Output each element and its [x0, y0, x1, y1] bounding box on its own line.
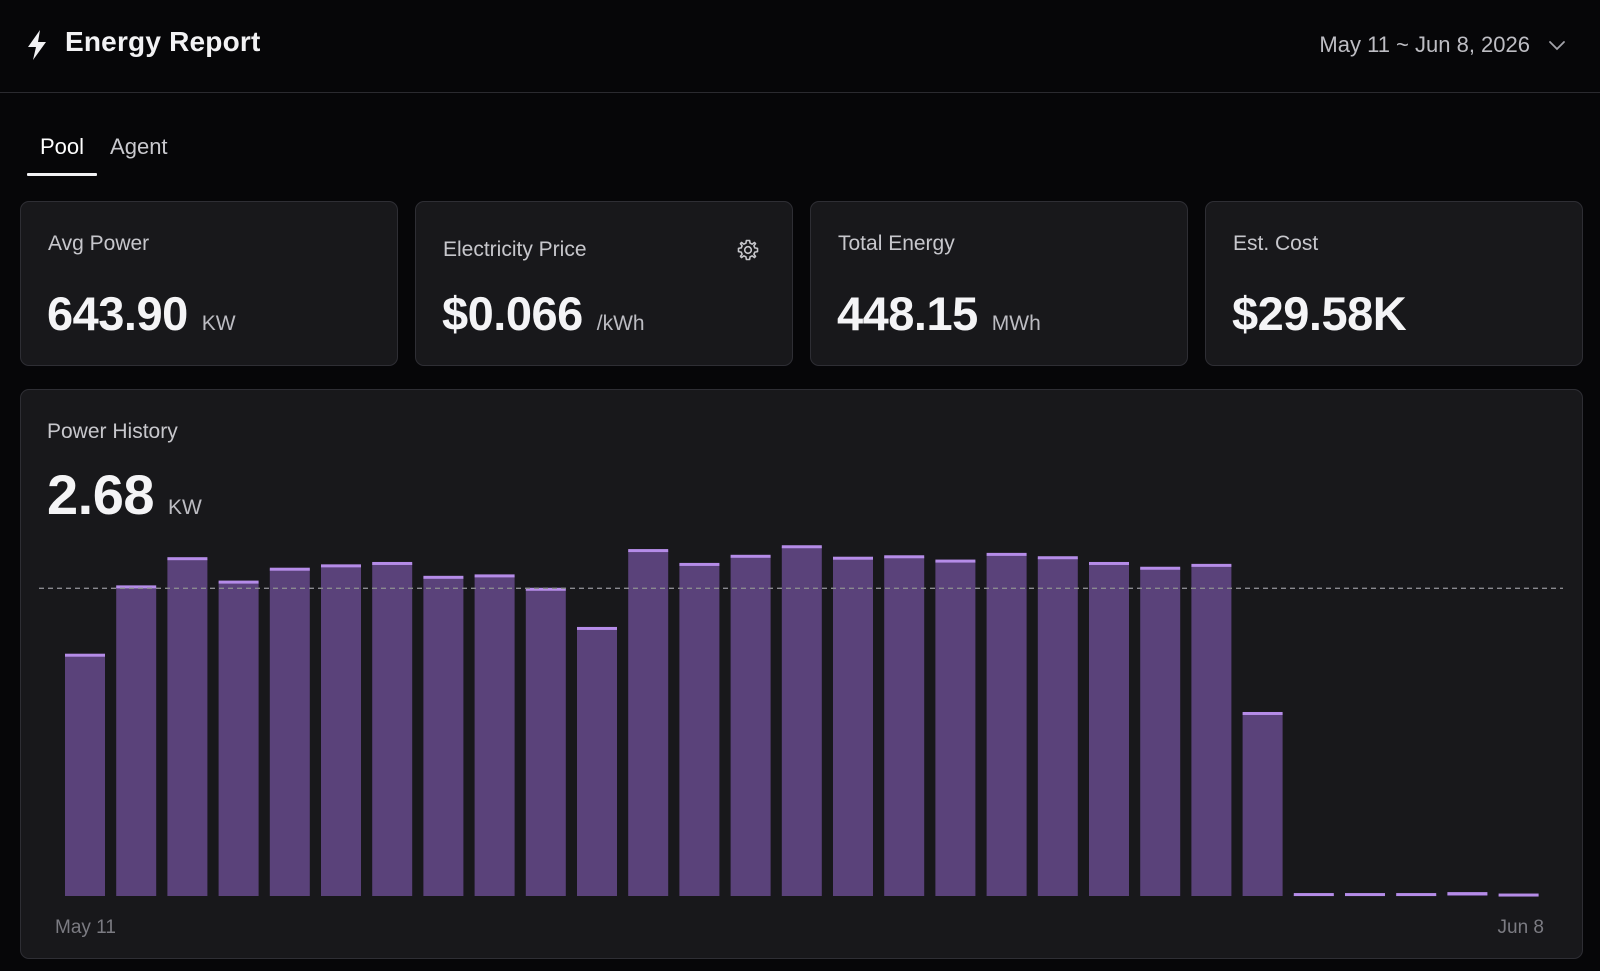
tab-bar: Pool Agent — [27, 126, 181, 176]
tab-agent[interactable]: Agent — [110, 134, 168, 159]
bar-cap — [730, 554, 771, 558]
bar-may-24[interactable] — [730, 556, 771, 896]
bar-cap — [935, 559, 976, 563]
card-unit: MWh — [991, 312, 1041, 335]
est-cost-card: Est. Cost $29.58K — [1205, 201, 1583, 366]
bar-may-14[interactable] — [218, 582, 259, 896]
bar-cap — [65, 653, 105, 657]
bar-may-26[interactable] — [833, 558, 873, 896]
bar-cap — [986, 552, 1027, 556]
bar-may-23[interactable] — [679, 564, 720, 896]
power-history-chart: May 11 Jun 8 — [39, 545, 1563, 938]
bar-may-28[interactable] — [935, 561, 976, 896]
bar-jun-2[interactable] — [1191, 565, 1232, 896]
card-label: Total Energy — [838, 232, 955, 255]
gear-icon[interactable] — [736, 238, 760, 262]
bar-may-21[interactable] — [577, 628, 617, 896]
x-axis-start-label: May 11 — [55, 917, 116, 938]
card-value: $0.066 — [442, 287, 583, 340]
bar-cap — [1447, 892, 1488, 896]
bar-may-15[interactable] — [269, 569, 310, 896]
panel-value: 2.68 — [47, 463, 155, 526]
card-label: Avg Power — [48, 232, 150, 255]
bar-jun-3[interactable] — [1242, 713, 1283, 896]
bar-cap — [116, 585, 157, 589]
bar-cap — [1089, 561, 1129, 565]
card-value: $29.58K — [1232, 287, 1407, 340]
bar-may-27[interactable] — [884, 556, 925, 896]
bar-cap — [1345, 893, 1385, 897]
tab-pool[interactable]: Pool — [27, 126, 98, 176]
bar-cap — [1037, 556, 1078, 560]
bar-cap — [628, 549, 669, 553]
panel-unit: KW — [168, 496, 202, 519]
card-value: 643.90 — [47, 287, 188, 340]
bar-may-31[interactable] — [1089, 563, 1129, 896]
bar-may-19[interactable] — [474, 575, 515, 896]
bar-may-29[interactable] — [986, 554, 1027, 896]
bolt-icon — [28, 30, 46, 60]
bar-cap — [525, 587, 566, 591]
card-value: 448.15 — [837, 287, 978, 340]
bar-cap — [372, 561, 413, 565]
bar-cap — [269, 567, 310, 571]
card-label: Est. Cost — [1233, 232, 1319, 255]
x-axis-end-label: Jun 8 — [1498, 917, 1544, 938]
bar-may-12[interactable] — [116, 586, 157, 896]
bar-cap — [1293, 893, 1334, 897]
card-unit: /kWh — [596, 312, 645, 335]
bar-cap — [218, 580, 259, 584]
bar-cap — [781, 545, 822, 549]
bar-may-16[interactable] — [321, 565, 361, 896]
bar-cap — [1191, 563, 1232, 567]
app-header: Energy Report May 11 ~ Jun 8, 2026 — [0, 0, 1600, 93]
bar-may-17[interactable] — [372, 563, 413, 896]
avg-power-card: Avg Power 643.90 KW — [20, 201, 398, 366]
card-unit: KW — [201, 312, 236, 335]
bar-jun-1[interactable] — [1140, 568, 1181, 896]
chevron-down-icon — [1549, 41, 1565, 51]
bar-cap — [833, 556, 873, 560]
bar-cap — [679, 562, 720, 566]
bar-may-20[interactable] — [525, 589, 566, 896]
bar-cap — [1242, 711, 1283, 715]
bar-cap — [474, 574, 515, 578]
bar-may-25[interactable] — [781, 546, 822, 896]
bar-cap — [167, 557, 208, 561]
bar-cap — [577, 626, 617, 630]
total-energy-card: Total Energy 448.15 MWh — [810, 201, 1188, 366]
power-history-panel: Power History 2.68 KW May 11 Jun 8 — [20, 389, 1583, 959]
bar-cap — [321, 564, 361, 568]
bar-cap — [1396, 893, 1437, 897]
bar-group — [65, 545, 1539, 897]
bar-may-13[interactable] — [167, 558, 208, 896]
bar-cap — [884, 555, 925, 559]
page-title: Energy Report — [65, 26, 261, 57]
bar-may-18[interactable] — [423, 577, 464, 896]
bar-cap — [423, 575, 464, 579]
bar-may-11[interactable] — [65, 655, 105, 896]
panel-title: Power History — [47, 420, 178, 443]
bar-cap — [1140, 566, 1181, 570]
electricity-price-card: Electricity Price $0.066 /kWh — [415, 201, 793, 366]
bar-may-22[interactable] — [628, 550, 669, 896]
card-label: Electricity Price — [443, 238, 587, 261]
date-range-label: May 11 ~ Jun 8, 2026 — [1319, 32, 1530, 57]
bar-may-30[interactable] — [1037, 557, 1078, 896]
bar-cap — [1498, 893, 1539, 897]
date-range-picker[interactable]: May 11 ~ Jun 8, 2026 — [1319, 28, 1566, 62]
